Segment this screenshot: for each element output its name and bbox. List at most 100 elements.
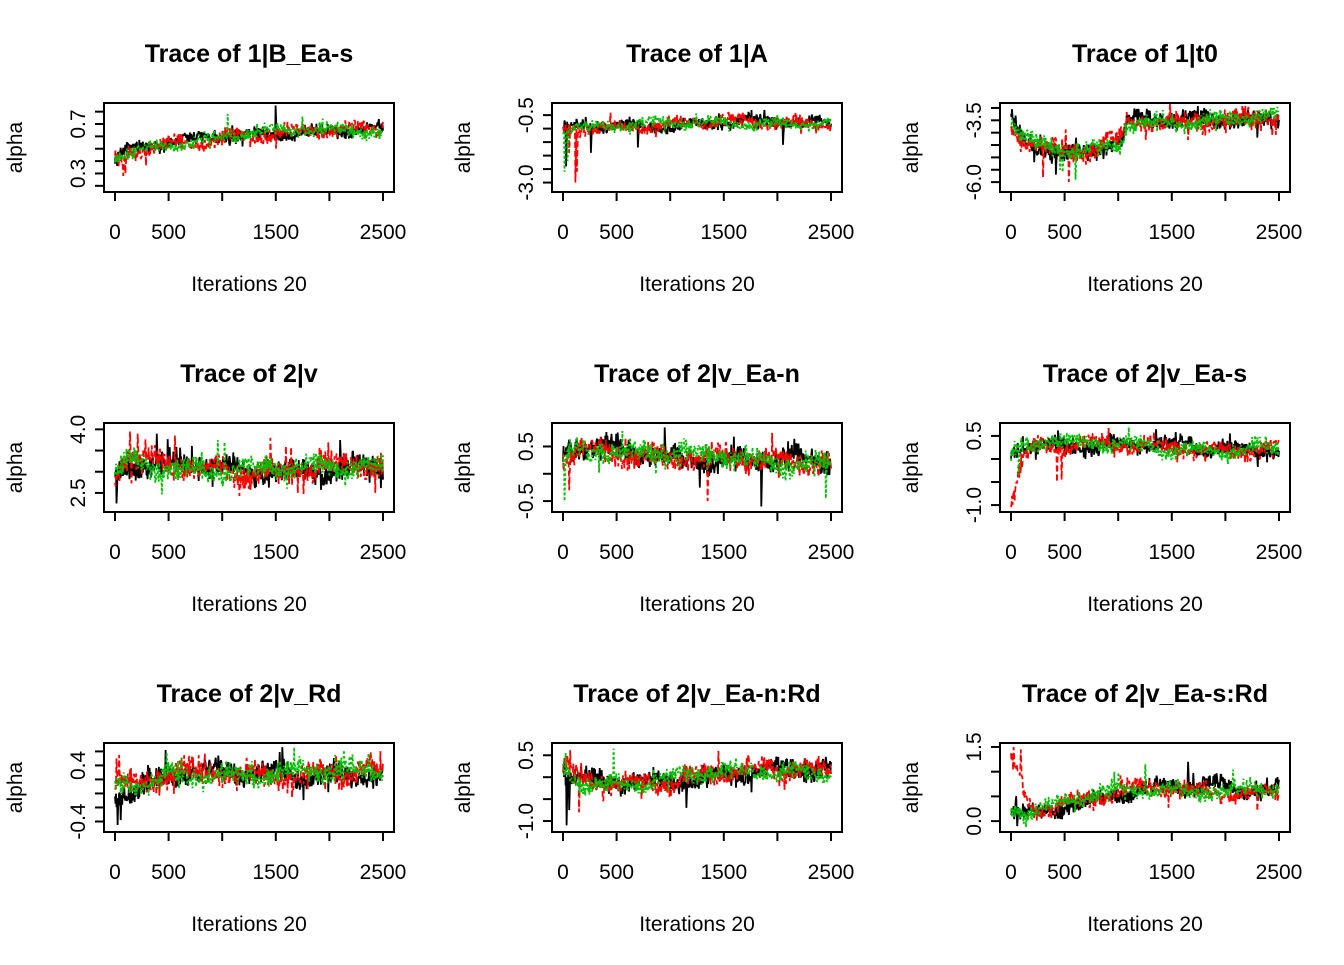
y-axis-label: alpha	[4, 441, 27, 493]
x-tick-label: 2500	[360, 221, 407, 244]
plot-title: Trace of 2|v_Rd	[157, 680, 342, 708]
x-tick-label: 2500	[808, 541, 855, 564]
chain-3-green-dotted	[1010, 427, 1280, 476]
x-tick-label: 2500	[360, 541, 407, 564]
plot-box	[999, 742, 1291, 833]
x-tick-label: 500	[151, 861, 186, 884]
chain-2-red-dashed	[1010, 746, 1280, 822]
trace-plot-cell: Trace of 1|A Iterations 20 alpha 0 500 1500 25…	[448, 0, 896, 320]
trace-plot-cell: Trace of 2|v_Ea-n Iterations 20 alpha 0 500 1…	[448, 320, 896, 640]
trace-plot-cell: Trace of 1|t0 Iterations 20 alpha 0 500 1500 2…	[896, 0, 1344, 320]
x-tick-label: 2500	[360, 861, 407, 884]
y-tick-label: -3.5	[963, 102, 986, 138]
y-tick-label: 0.5	[963, 421, 986, 450]
plot-box	[551, 742, 843, 833]
plot-title: Trace of 2|v_Ea-s:Rd	[1022, 680, 1268, 708]
y-axis-label: alpha	[4, 761, 27, 813]
x-axis-label: Iterations 20	[191, 913, 307, 936]
trace-plot-cell: Trace of 2|v_Ea-n:Rd Iterations 20 alpha 0 5…	[448, 640, 896, 960]
trace-plot-cell: Trace of 2|v_Rd Iterations 20 alpha 0 500 150…	[0, 640, 448, 960]
y-tick-label: 2.5	[67, 478, 90, 507]
trace-plot-svg: Trace of 1|B_Ea-s Iterations 20 alpha 0 500 1…	[4, 40, 407, 296]
x-tick-label: 2500	[1256, 541, 1303, 564]
x-tick-label: 2500	[808, 221, 855, 244]
trace-plot-svg: Trace of 2|v_Ea-n:Rd Iterations 20 alpha 0 5…	[452, 680, 855, 936]
chain-2-red-dashed	[562, 432, 832, 502]
y-tick-label: -0.4	[67, 803, 90, 840]
trace-plot-svg: Trace of 2|v_Rd Iterations 20 alpha 0 500 150…	[4, 680, 407, 936]
x-tick-label: 500	[599, 221, 634, 244]
trace-plot-svg: Trace of 1|A Iterations 20 alpha 0 500 1500 25…	[452, 40, 855, 296]
x-axis-label: Iterations 20	[1087, 273, 1203, 296]
plot-box	[103, 422, 395, 513]
x-tick-label: 500	[1047, 861, 1082, 884]
y-tick-label: 4.0	[67, 415, 90, 444]
plot-title: Trace of 1|A	[626, 40, 768, 68]
y-tick-label: 0.0	[963, 807, 986, 836]
plot-title: Trace of 2|v_Ea-s	[1043, 360, 1247, 388]
y-axis-label: alpha	[900, 441, 923, 493]
y-axis-label: alpha	[900, 121, 923, 173]
x-tick-label: 1500	[252, 221, 299, 244]
plot-box	[551, 102, 843, 193]
x-tick-label: 2500	[808, 861, 855, 884]
plot-box	[999, 422, 1291, 513]
trace-plot-cell: Trace of 2|v_Ea-s:Rd Iterations 20 alpha 0 5…	[896, 640, 1344, 960]
y-axis-label: alpha	[452, 121, 475, 173]
x-tick-label: 2500	[1256, 221, 1303, 244]
x-axis-label: Iterations 20	[639, 913, 755, 936]
y-axis-label: alpha	[900, 761, 923, 813]
plot-title: Trace of 2|v	[180, 360, 318, 388]
chain-2-red-dashed	[562, 111, 832, 183]
trace-plot-svg: Trace of 2|v_Ea-s:Rd Iterations 20 alpha 0 5…	[900, 680, 1303, 936]
x-tick-label: 1500	[252, 541, 299, 564]
x-tick-label: 500	[151, 541, 186, 564]
y-tick-label: -0.5	[515, 97, 538, 133]
x-tick-label: 0	[109, 221, 121, 244]
plot-title: Trace of 2|v_Ea-n:Rd	[573, 680, 820, 708]
chain-2-red-dashed	[114, 431, 384, 497]
x-tick-label: 500	[599, 541, 634, 564]
y-tick-label: -1.0	[515, 803, 538, 839]
x-axis-label: Iterations 20	[1087, 913, 1203, 936]
y-axis-label: alpha	[452, 761, 475, 813]
x-tick-label: 1500	[1148, 541, 1195, 564]
plot-title: Trace of 1|B_Ea-s	[145, 40, 353, 68]
x-axis-label: Iterations 20	[191, 593, 307, 616]
chain-3-green-dotted	[114, 114, 384, 163]
x-tick-label: 0	[109, 541, 121, 564]
trace-plot-svg: Trace of 1|t0 Iterations 20 alpha 0 500 1500 2…	[900, 40, 1303, 296]
plot-box	[103, 742, 395, 833]
x-tick-label: 0	[1005, 221, 1017, 244]
plot-title: Trace of 1|t0	[1072, 40, 1218, 68]
trace-plot-cell: Trace of 2|v Iterations 20 alpha 0 500 1500 25…	[0, 320, 448, 640]
x-tick-label: 500	[151, 221, 186, 244]
x-tick-label: 1500	[700, 541, 747, 564]
x-tick-label: 1500	[1148, 221, 1195, 244]
x-axis-label: Iterations 20	[639, 273, 755, 296]
x-axis-label: Iterations 20	[1087, 593, 1203, 616]
y-tick-label: -1.0	[963, 487, 986, 523]
trace-plot-svg: Trace of 2|v Iterations 20 alpha 0 500 1500 25…	[4, 360, 407, 616]
x-tick-label: 2500	[1256, 861, 1303, 884]
chain-3-green-dotted	[1010, 764, 1280, 828]
trace-plot-cell: Trace of 2|v_Ea-s Iterations 20 alpha 0 500 1…	[896, 320, 1344, 640]
x-tick-label: 1500	[1148, 861, 1195, 884]
plot-title: Trace of 2|v_Ea-n	[594, 360, 800, 388]
x-tick-label: 500	[1047, 221, 1082, 244]
y-tick-label: 0.5	[515, 741, 538, 770]
x-tick-label: 1500	[252, 861, 299, 884]
plot-box	[999, 102, 1291, 193]
chain-3-green-dotted	[1010, 106, 1280, 180]
chain-3-green-dotted	[562, 113, 832, 172]
y-tick-label: 0.7	[67, 109, 90, 138]
chain-2-red-dashed	[114, 751, 384, 798]
chain-3-green-dotted	[562, 430, 832, 502]
x-tick-label: 1500	[700, 221, 747, 244]
y-tick-label: 0.4	[67, 751, 90, 781]
y-tick-label: 0.5	[515, 432, 538, 461]
x-tick-label: 500	[599, 861, 634, 884]
y-tick-label: -3.0	[515, 164, 538, 200]
x-tick-label: 500	[1047, 541, 1082, 564]
